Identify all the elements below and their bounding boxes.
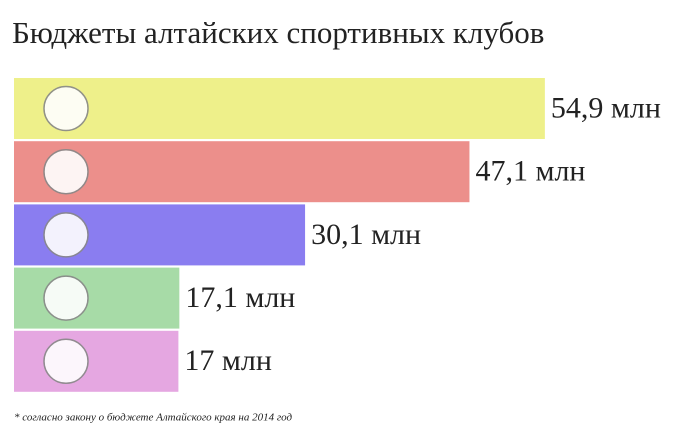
- club-logo: [43, 212, 89, 258]
- footnote: * согласно закону о бюджете Алтайского к…: [14, 412, 292, 424]
- club-logo: [43, 85, 89, 132]
- value-label: 30,1 млн: [311, 218, 421, 251]
- bar: [14, 267, 180, 329]
- bar: [14, 141, 470, 203]
- club-logo: [43, 148, 89, 195]
- club-logo: [43, 275, 89, 321]
- club-logo: [43, 338, 89, 385]
- value-label: 47,1 млн: [475, 155, 585, 188]
- value-label: 54,9 млн: [551, 91, 661, 124]
- value-label: 17 млн: [184, 344, 272, 377]
- bar: [14, 330, 179, 392]
- bar: [14, 78, 545, 139]
- value-label: 17,1 млн: [185, 281, 295, 314]
- chart-title: Бюджеты алтайских спортивных клубов: [12, 15, 544, 50]
